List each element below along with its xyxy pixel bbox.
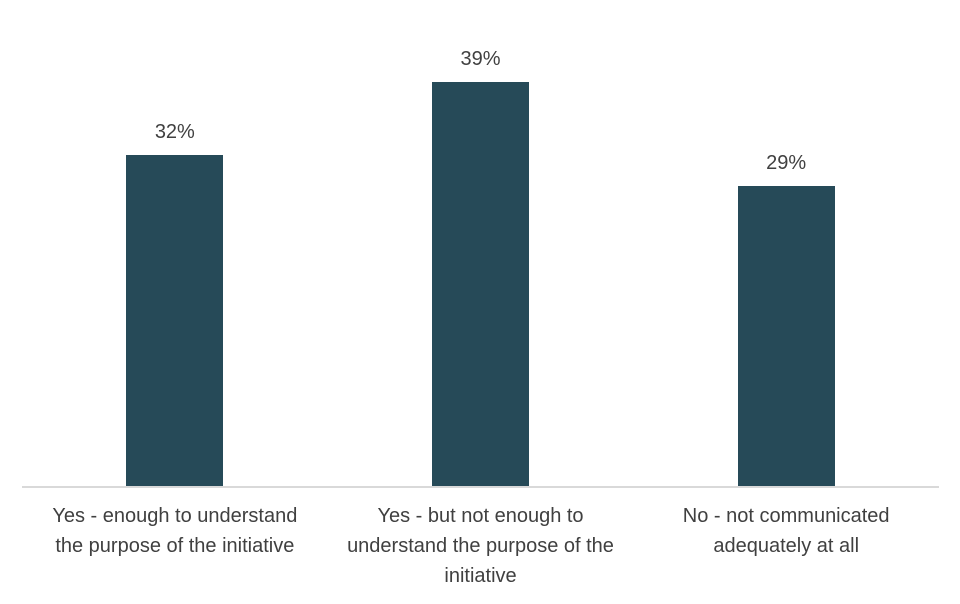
bar-chart: 32% 39% 29% Yes - enough to understand t… [22,0,939,604]
data-label-1: 32% [154,120,195,143]
plot-area: 32% 39% 29% [22,0,939,486]
bar-3 [737,185,835,486]
bar-column-2: 39% [328,0,634,486]
category-label-1: Yes - enough to understand the purpose o… [52,505,298,557]
bar-column-1: 32% [22,0,328,486]
data-label-3: 29% [766,151,807,174]
category-label-3: No - not communicated adequately at all [682,505,890,557]
bar-2 [432,82,529,486]
data-label-2: 39% [460,48,501,71]
category-label-2: Yes - but not enough to understand the p… [347,505,614,587]
bar-column-3: 29% [633,0,939,486]
x-axis-line [22,486,939,488]
bar-1 [126,154,224,486]
category-axis: Yes - enough to understand the purpose o… [22,488,939,591]
